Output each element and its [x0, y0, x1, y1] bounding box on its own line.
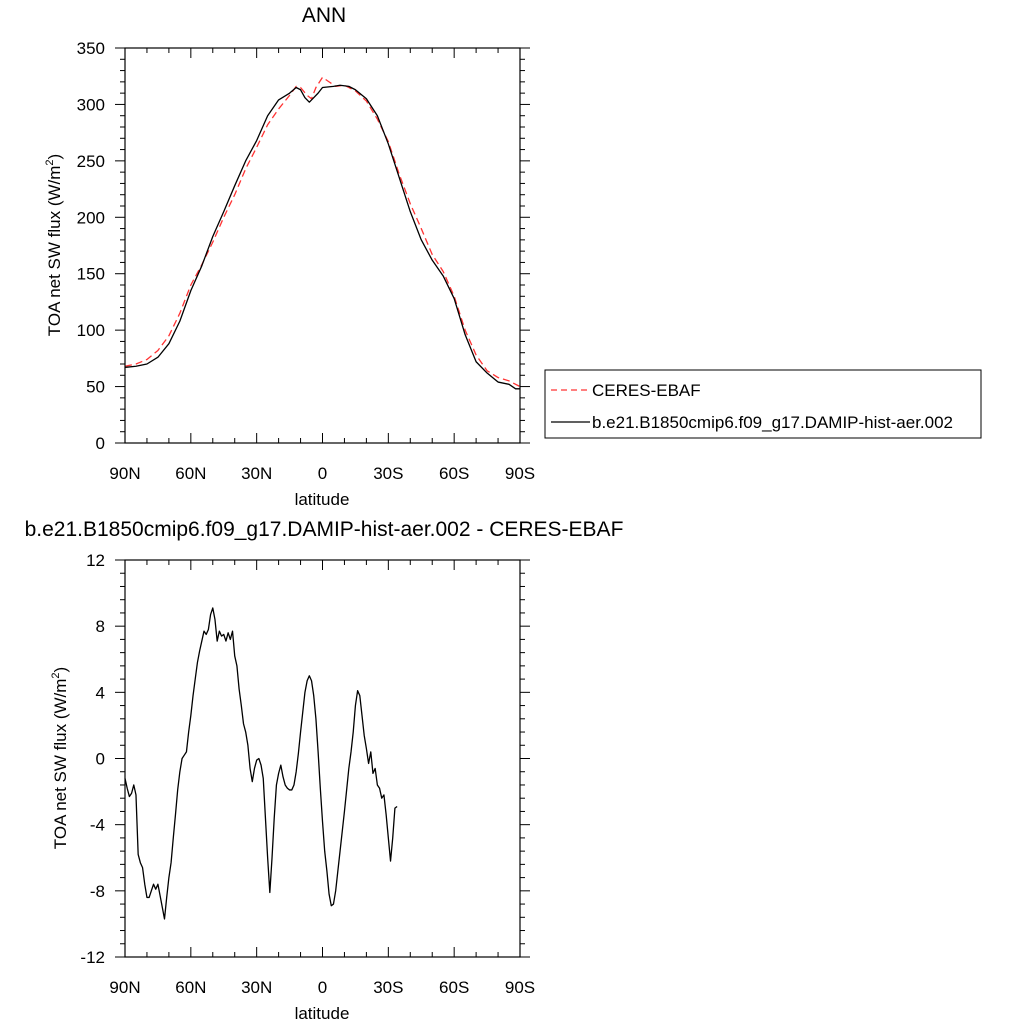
y-tick-label-1-4: 4 — [96, 683, 105, 702]
plot-frame-top — [124, 47, 521, 444]
panel-zonal-mean: ANN 90N 60N 30N 0 30S 60S 90S 0 50 100 150 200 250 30… — [44, 4, 982, 509]
x-tick-label-1-0: 90N — [109, 978, 140, 997]
y-tick-label-1-6: 12 — [86, 551, 105, 570]
legend: CERES-EBAF b.e21.B1850cmip6.f09_g17.DAMI… — [544, 369, 982, 439]
plot-frame-bottom — [124, 559, 521, 958]
x-tick-label-0-0: 90N — [109, 464, 140, 483]
x-tick-label-1-4: 30S — [373, 978, 403, 997]
y-tick-label-0-0: 0 — [96, 434, 105, 453]
panel-difference: b.e21.B1850cmip6.f09_g17.DAMIP-hist-aer.… — [25, 518, 624, 1023]
x-tick-label-1-6: 90S — [505, 978, 535, 997]
series-line-0-1 — [124, 84, 520, 390]
chart-title-top: ANN — [302, 4, 346, 27]
x-axis-label-bottom: latitude — [295, 1004, 350, 1023]
chart-title-bottom: b.e21.B1850cmip6.f09_g17.DAMIP-hist-aer.… — [25, 518, 624, 541]
x-tick-label-0-4: 30S — [373, 464, 403, 483]
legend-label-model: b.e21.B1850cmip6.f09_g17.DAMIP-hist-aer.… — [592, 413, 953, 432]
y-axis-label-bottom: TOA net SW flux (W/m2) — [50, 667, 70, 849]
series-lines-top — [124, 76, 521, 390]
series-lines-bottom — [124, 607, 398, 920]
y-tick-label-0-4: 200 — [77, 208, 105, 227]
x-tick-label-0-5: 60S — [439, 464, 469, 483]
x-tick-label-0-2: 30N — [241, 464, 272, 483]
y-tick-label-0-5: 250 — [77, 152, 105, 171]
x-tick-label-0-6: 90S — [505, 464, 535, 483]
y-tick-label-0-6: 300 — [77, 95, 105, 114]
y-tick-label-1-2: -4 — [90, 816, 105, 835]
series-line-0-0 — [124, 76, 521, 388]
y-tick-label-0-3: 150 — [77, 265, 105, 284]
ticks-top: 90N 60N 30N 0 30S 60S 90S 0 50 100 150 200 250 300 350 — [77, 39, 536, 483]
x-tick-label-0-1: 60N — [175, 464, 206, 483]
y-tick-label-0-1: 50 — [86, 378, 105, 397]
ticks-bottom: 90N 60N 30N 0 30S 60S 90S -12 -8 -4 0 4 8 12 — [80, 551, 535, 997]
series-line-1-0 — [124, 607, 398, 920]
x-tick-label-1-2: 30N — [241, 978, 272, 997]
y-axis-label-top: TOA net SW flux (W/m2) — [44, 154, 64, 336]
y-tick-label-1-5: 8 — [96, 617, 105, 636]
x-tick-label-1-5: 60S — [439, 978, 469, 997]
y-tick-label-1-0: -12 — [80, 948, 105, 967]
x-axis-label-top: latitude — [295, 490, 350, 509]
x-tick-label-1-1: 60N — [175, 978, 206, 997]
y-tick-label-1-1: -8 — [90, 882, 105, 901]
y-tick-label-0-7: 350 — [77, 39, 105, 58]
legend-label-ceres: CERES-EBAF — [592, 381, 701, 400]
y-tick-label-1-3: 0 — [96, 750, 105, 769]
legend-box — [544, 369, 982, 439]
x-tick-label-0-3: 0 — [318, 464, 327, 483]
y-tick-label-0-2: 100 — [77, 321, 105, 340]
x-tick-label-1-3: 0 — [318, 978, 327, 997]
